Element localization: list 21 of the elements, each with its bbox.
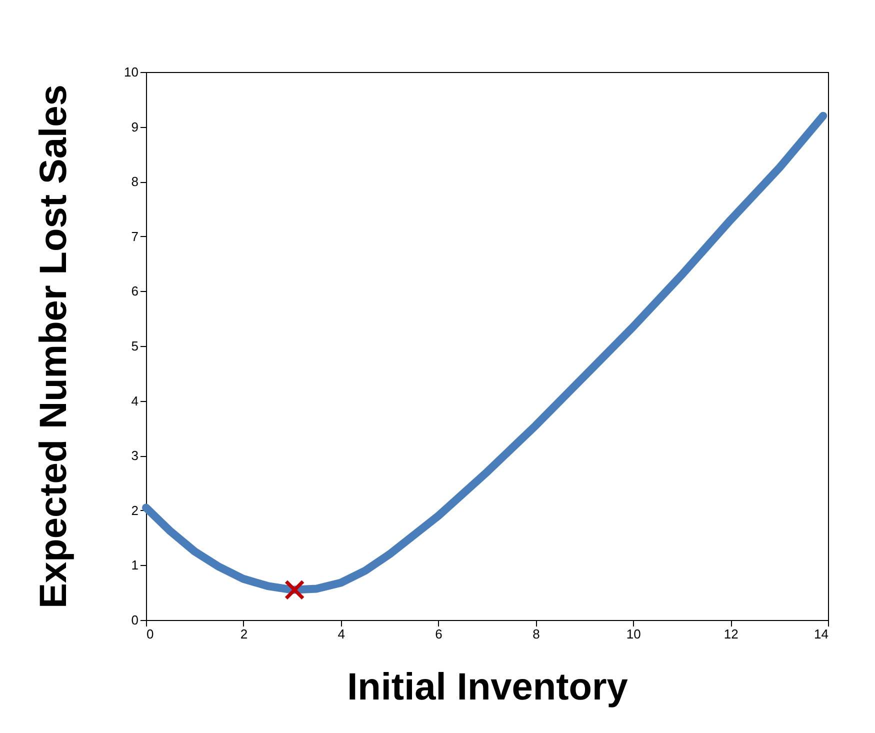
y-tick-label: 4 [131,393,138,408]
y-axis-title: Expected Number Lost Sales [33,84,76,608]
x-axis-title: Initial Inventory [347,666,628,708]
x-tick-label: 12 [724,626,738,642]
y-tick-label: 8 [131,174,138,190]
x-tick-label: 2 [240,626,248,642]
x-tick-label: 4 [338,626,345,642]
y-tick-label: 2 [131,502,138,518]
y-tick-label: 9 [131,119,138,134]
y-tick-label: 5 [131,338,138,354]
x-tick-label: 6 [435,626,442,642]
y-tick-label: 1 [131,558,138,573]
x-tick-label: 14 [814,626,828,642]
x-tick-label: 10 [626,626,641,642]
y-tick-label: 10 [124,64,138,80]
y-tick-label: 3 [131,448,138,464]
x-tick-label: 8 [532,626,540,642]
y-tick-label: 7 [131,228,138,244]
y-tick-label: 6 [131,284,138,299]
y-tick-label: 0 [131,612,138,628]
x-tick-label: 0 [146,626,154,642]
